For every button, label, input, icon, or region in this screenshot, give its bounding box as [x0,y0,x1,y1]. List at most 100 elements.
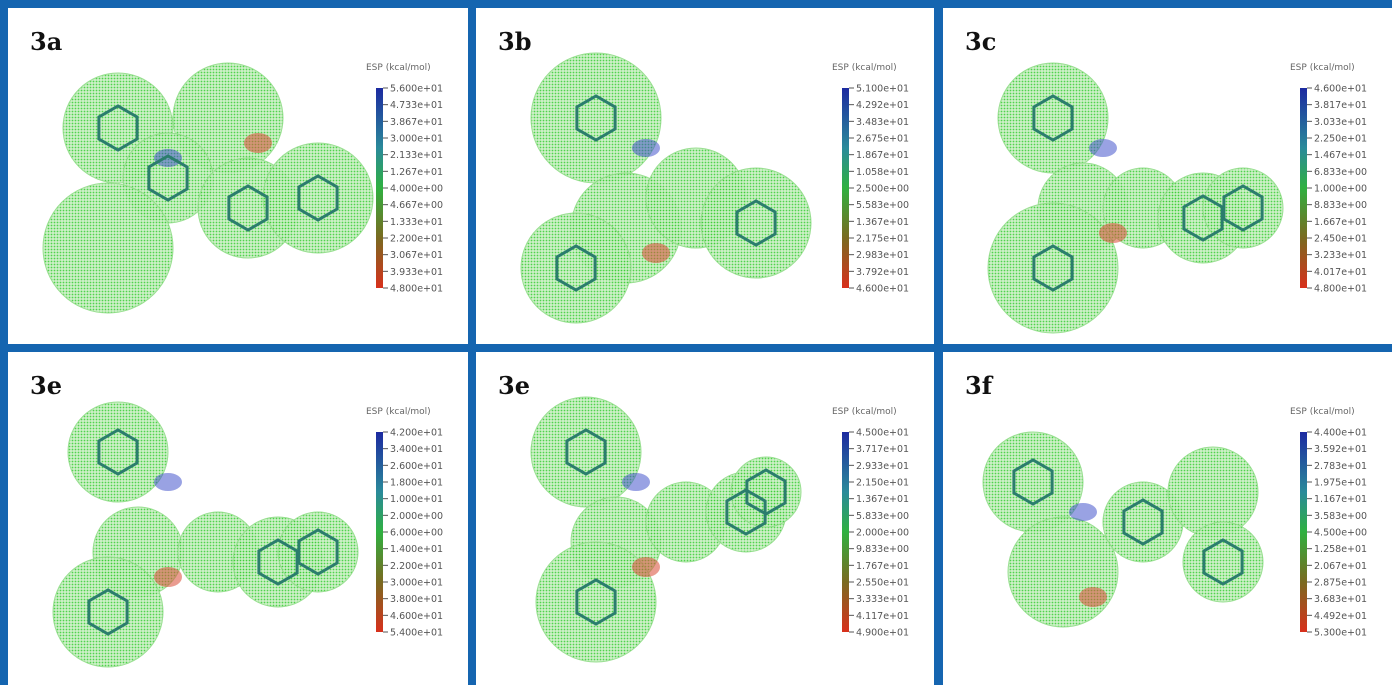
negative-region [244,133,272,153]
molecule [43,63,373,313]
tick-label: 2.200e+01 [390,234,443,245]
panel-label: 3e [498,371,530,400]
esp-surface [1183,522,1263,602]
tick-label: 3.583e+00 [1314,511,1367,522]
figure: 3aESP (kcal/mol)5.600e+014.733e+013.867e… [0,0,1392,685]
tick-label: 5.400e+01 [390,628,443,639]
esp-surface [43,183,173,313]
tick-label: 3.867e+01 [390,117,443,128]
tick-label: 2.500e+00 [856,184,909,195]
tick-label: 1.167e+01 [1314,494,1367,505]
panel-canvas: 3f ESP (kcal/mol) 4.400e+01 3.592e+01 2.783e… [943,352,1392,685]
molecule [521,53,811,323]
molecule [983,432,1263,627]
negative-region [154,567,182,587]
tick-label: 4.400e+01 [1314,428,1367,439]
tick-label: 1.333e+01 [390,217,443,228]
tick-label: 1.000e+01 [390,494,443,505]
tick-label: 2.783e+01 [1314,461,1367,472]
panel-label: 3f [965,371,994,400]
tick-label: 4.292e+01 [856,100,909,111]
esp-surface [998,63,1108,173]
tick-label: 3.800e+01 [390,594,443,605]
esp-surface [531,53,661,183]
tick-label: 1.975e+01 [1314,478,1367,489]
panel-label: 3a [30,27,62,56]
tick-label: 4.000e+00 [390,184,443,195]
positive-region [1069,503,1097,521]
negative-region [642,243,670,263]
panel-label: 3b [498,27,531,56]
tick-label: 4.017e+01 [1314,267,1367,278]
tick-label: 2.067e+01 [1314,561,1367,572]
colorbar-title: ESP (kcal/mol) [366,407,431,417]
tick-label: 2.175e+01 [856,234,909,245]
tick-label: 5.100e+01 [856,84,909,95]
esp-surface [701,168,811,278]
molecule [988,63,1283,333]
tick-label: 6.833e+00 [1314,167,1367,178]
tick-label: 1.800e+01 [390,478,443,489]
negative-region [632,557,660,577]
colorbar [842,432,849,632]
panel-canvas: 3b ESP (kcal/mol) 5.100e+01 4.292e+01 3.483e… [476,8,934,344]
tick-label: 4.117e+01 [856,611,909,622]
tick-label: 2.675e+01 [856,134,909,145]
tick-label: 3.483e+01 [856,117,909,128]
tick-label: 1.767e+01 [856,561,909,572]
tick-label: 1.467e+01 [1314,150,1367,161]
tick-label: 2.000e+00 [390,511,443,522]
tick-label: 4.733e+01 [390,100,443,111]
tick-label: 2.983e+01 [856,250,909,261]
molecule [53,402,358,667]
negative-region [1079,587,1107,607]
panel: 3b ESP (kcal/mol) 5.100e+01 4.292e+01 3.483e… [476,8,934,344]
tick-label: 2.133e+01 [390,150,443,161]
tick-label: 3.717e+01 [856,444,909,455]
positive-region [154,149,182,167]
colorbar [376,88,383,288]
panel-canvas: 3eESP (kcal/mol)4.500e+013.717e+012.933e… [476,352,934,685]
colorbar-title: ESP (kcal/mol) [832,63,897,73]
tick-label: 1.267e+01 [390,167,443,178]
tick-label: 4.500e+01 [856,428,909,439]
positive-region [154,473,182,491]
colorbar [1300,432,1307,632]
tick-label: 6.000e+00 [390,528,443,539]
tick-label: 3.683e+01 [1314,594,1367,605]
tick-label: 5.300e+01 [1314,628,1367,639]
tick-label: 3.000e+01 [390,578,443,589]
tick-label: 5.833e+00 [856,511,909,522]
tick-label: 4.492e+01 [1314,611,1367,622]
panel: 3f ESP (kcal/mol) 4.400e+01 3.592e+01 2.783e… [943,352,1392,685]
esp-surface [53,557,163,667]
colorbar [842,88,849,288]
tick-label: 1.000e+00 [1314,184,1367,195]
tick-label: 2.600e+01 [390,461,443,472]
panel: 3cESP (kcal/mol)4.600e+013.817e+013.033e… [943,8,1392,344]
colorbar-title: ESP (kcal/mol) [1290,407,1355,417]
tick-label: 1.867e+01 [856,150,909,161]
tick-label: 3.592e+01 [1314,444,1367,455]
tick-label: 4.900e+01 [856,628,909,639]
tick-label: 4.600e+01 [1314,84,1367,95]
tick-label: 3.400e+01 [390,444,443,455]
tick-label: 2.000e+00 [856,528,909,539]
tick-label: 3.067e+01 [390,250,443,261]
tick-label: 1.058e+01 [856,167,909,178]
tick-label: 1.400e+01 [390,544,443,555]
tick-label: 1.258e+01 [1314,544,1367,555]
tick-label: 3.792e+01 [856,267,909,278]
negative-region [1099,223,1127,243]
positive-region [632,139,660,157]
panel-label: 3c [965,27,996,56]
tick-label: 8.833e+00 [1314,200,1367,211]
esp-surface [1008,517,1118,627]
esp-surface [988,203,1118,333]
tick-label: 5.583e+00 [856,200,909,211]
tick-label: 4.600e+01 [856,284,909,295]
positive-region [622,473,650,491]
